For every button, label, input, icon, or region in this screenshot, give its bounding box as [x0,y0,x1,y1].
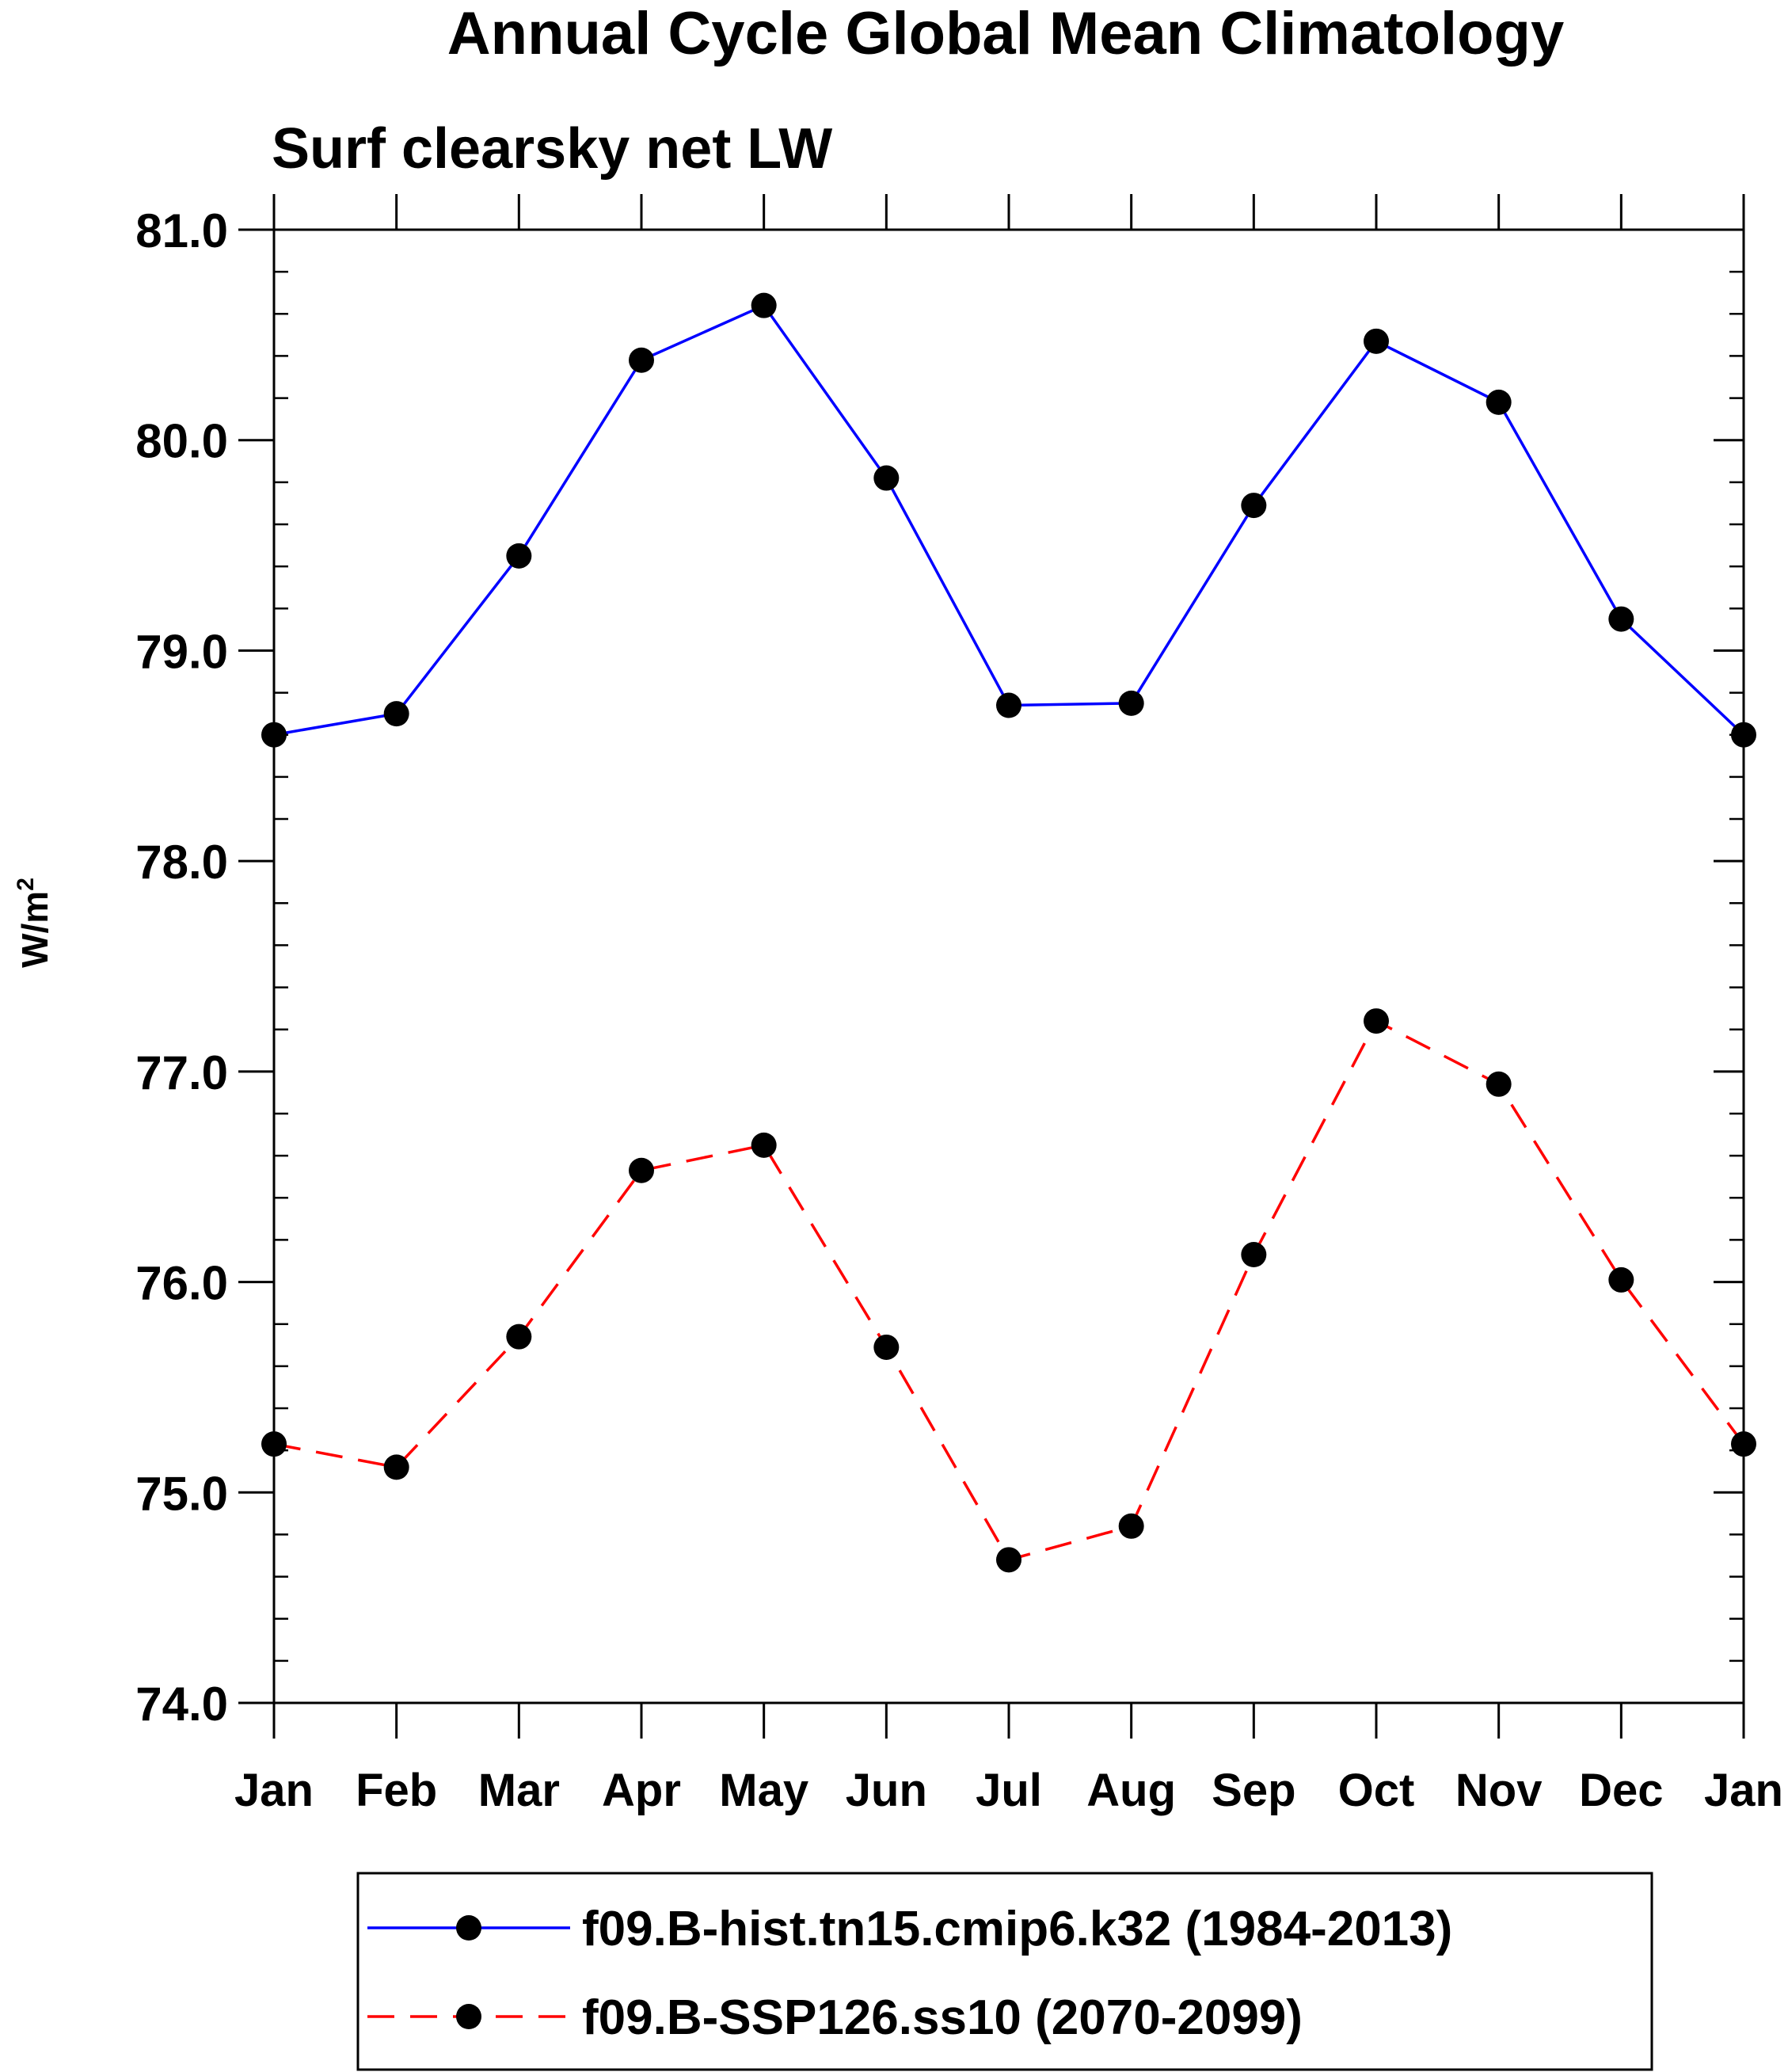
series-1-point [1486,389,1512,415]
series-2-point [261,1431,287,1457]
series-1-point [506,543,532,569]
x-tick-label: Jun [846,1765,927,1816]
series-1-point [751,292,777,318]
x-tick-label: Aug [1086,1765,1176,1816]
minor-ticks [274,270,1744,1663]
series-1-point [629,347,654,373]
y-axis-label: W/m2 [13,878,55,968]
series-1-point [873,465,900,491]
y-tick-label: 78.0 [135,836,228,889]
x-tick-label: Apr [602,1765,681,1816]
series-1-point [1731,722,1756,748]
series-layer [261,292,1756,1573]
x-tick-label: Jul [976,1765,1042,1816]
legend-label-2: f09.B-SSP126.ss10 (2070-2099) [582,1990,1303,2045]
legend-marker-2 [456,2004,481,2029]
y-tick-label: 74.0 [135,1678,228,1731]
y-axis-label-sup: 2 [13,878,39,891]
x-tick-label: Sep [1212,1765,1295,1816]
x-tick-label: Nov [1455,1765,1543,1816]
y-tick-label: 76.0 [135,1257,228,1310]
series-1-point [1241,493,1267,519]
series-1-point [996,692,1021,718]
series-1-point [1364,328,1389,354]
series-1-point [383,701,409,727]
x-axis: Jan Feb Mar Apr May Jun Jul Aug Sep Oct Nov Dec Jan [234,194,1783,1816]
chart-title: Annual Cycle Global Mean Climatology [447,0,1564,67]
x-tick-label: Oct [1338,1765,1415,1816]
series-1-point [1118,690,1144,716]
series-2-point [1486,1071,1512,1097]
y-tick-label: 79.0 [135,625,228,678]
legend-marker-1 [456,1915,481,1941]
legend-items: f09.B-hist.tn15.cmip6.k32 (1984-2013) f09… [367,1902,1452,2045]
x-tick-label: Jan [234,1765,314,1816]
series-2-point [1731,1431,1756,1457]
series-1-point [261,722,287,748]
series-line-1 [273,303,1745,737]
x-tick-label: Mar [478,1765,560,1816]
legend-box [356,1872,1653,2071]
y-tick-label: 75.0 [135,1467,228,1520]
series-1-point [1608,606,1634,632]
series-2-point [506,1324,532,1350]
series-2-point [751,1132,777,1158]
series-2-point [873,1334,900,1360]
series-2-point [1364,1008,1389,1034]
legend: f09.B-hist.tn15.cmip6.k32 (1984-2013) f09… [356,1872,1653,2071]
y-axis: 74.0 75.0 76.0 77.0 78.0 79.0 80.0 81.0 [135,204,1744,1731]
y-tick-label: 77.0 [135,1046,228,1099]
legend-label-1: f09.B-hist.tn15.cmip6.k32 (1984-2013) [582,1902,1452,1956]
series-2-point [1118,1513,1144,1539]
y-tick-label: 81.0 [135,204,228,257]
y-axis-label-main: W/m [14,891,55,968]
chart-subtitle: Surf clearsky net LW [272,117,832,181]
x-tick-label: May [719,1765,808,1816]
plot-frame [272,228,1745,1704]
series-2-point [996,1547,1021,1573]
x-tick-label: Feb [356,1765,437,1816]
series-2-point [1608,1266,1634,1293]
series-2-point [1241,1242,1267,1268]
x-tick-label: Jan [1704,1765,1783,1816]
y-tick-label: 80.0 [135,415,228,468]
series-line-2 [273,1019,1745,1562]
svg-text:W/m2: W/m2 [13,878,55,968]
series-2-point [383,1454,409,1480]
series-2-point [629,1157,654,1183]
x-tick-label: Dec [1579,1765,1663,1816]
